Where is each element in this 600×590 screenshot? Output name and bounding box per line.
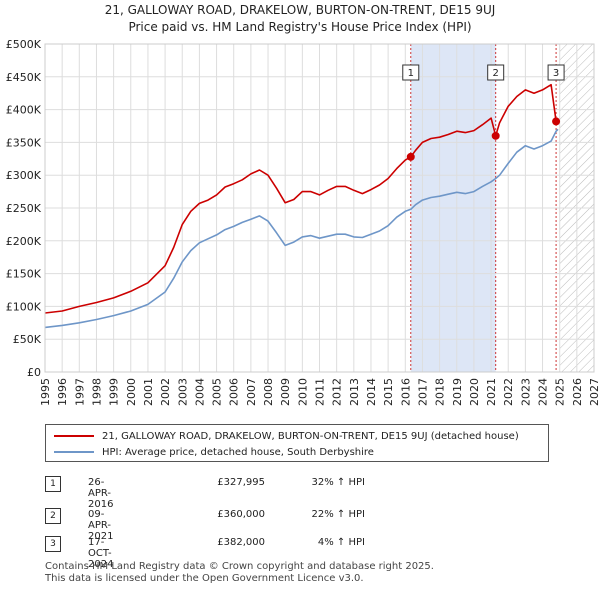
- y-tick-label: £50K: [13, 333, 42, 346]
- legend-swatch-property: [54, 435, 94, 437]
- sale-number-badge: 2: [45, 508, 61, 524]
- y-tick-label: £0: [27, 366, 41, 379]
- sale-price: £327,995: [217, 477, 265, 488]
- y-tick-label: £300K: [6, 169, 42, 182]
- x-tick-label: 2018: [434, 378, 447, 406]
- y-tick-label: £200K: [6, 235, 42, 248]
- sale-hpi-change: 32% ↑ HPI: [311, 477, 365, 488]
- sale-badge-box: [402, 64, 420, 81]
- x-tick-label: 1999: [108, 378, 121, 406]
- x-tick-label: 2004: [193, 378, 206, 406]
- sale-date: 17-OCT-2024: [88, 537, 114, 570]
- sale-date: 09-APR-2021: [88, 509, 114, 542]
- sale-hpi-change: 22% ↑ HPI: [311, 509, 365, 520]
- x-tick-label: 2027: [588, 378, 600, 406]
- x-tick-label: 2024: [537, 378, 550, 406]
- x-tick-label: 2003: [176, 378, 189, 406]
- x-tick-label: 2013: [348, 378, 361, 406]
- x-tick-label: 2000: [125, 378, 138, 406]
- chart-legend: 21, GALLOWAY ROAD, DRAKELOW, BURTON-ON-T…: [45, 424, 549, 462]
- x-tick-label: 1997: [73, 378, 86, 406]
- x-tick-label: 2023: [519, 378, 532, 406]
- x-tick-label: 1998: [90, 378, 103, 406]
- x-tick-label: 2006: [228, 378, 241, 406]
- footer-license: This data is licensed under the Open Gov…: [45, 573, 364, 584]
- x-tick-label: 2016: [399, 378, 412, 406]
- legend-item-hpi: HPI: Average price, detached house, Sout…: [54, 444, 374, 460]
- sale-badge-label: 3: [553, 68, 559, 79]
- legend-label-hpi: HPI: Average price, detached house, Sout…: [102, 446, 374, 458]
- x-tick-label: 2019: [451, 378, 464, 406]
- x-tick-label: 1996: [56, 378, 69, 406]
- y-tick-label: £500K: [6, 38, 42, 51]
- sale-date: 26-APR-2016: [88, 477, 114, 510]
- x-tick-label: 2007: [245, 378, 258, 406]
- x-tick-label: 2017: [416, 378, 429, 406]
- x-tick-label: 2025: [554, 378, 567, 406]
- x-tick-label: 2005: [211, 378, 224, 406]
- sale-number-badge: 3: [45, 536, 61, 552]
- sale-badge-label: 2: [493, 68, 499, 79]
- x-tick-label: 2020: [468, 378, 481, 406]
- x-tick-label: 2009: [279, 378, 292, 406]
- y-tick-label: £400K: [6, 104, 42, 117]
- sale-number-badge: 1: [45, 476, 61, 492]
- hpi-line: [44, 128, 559, 329]
- sale-price: £360,000: [217, 509, 265, 520]
- x-tick-label: 2010: [296, 378, 309, 406]
- y-tick-label: £450K: [6, 71, 42, 84]
- sale-point: [552, 117, 561, 126]
- sale-hpi-change: 4% ↑ HPI: [317, 537, 365, 548]
- legend-item-property: 21, GALLOWAY ROAD, DRAKELOW, BURTON-ON-T…: [54, 428, 519, 444]
- x-tick-label: 2022: [502, 378, 515, 406]
- legend-swatch-hpi: [54, 451, 94, 453]
- legend-label-property: 21, GALLOWAY ROAD, DRAKELOW, BURTON-ON-T…: [102, 430, 519, 442]
- x-tick-label: 2011: [314, 378, 327, 406]
- y-tick-label: £250K: [6, 202, 42, 215]
- x-tick-label: 1995: [39, 378, 52, 406]
- footer-copyright: Contains HM Land Registry data © Crown c…: [45, 561, 434, 572]
- y-tick-label: £100K: [6, 300, 42, 313]
- x-tick-label: 2001: [142, 378, 155, 406]
- x-tick-label: 2002: [159, 378, 172, 406]
- x-tick-label: 2012: [331, 378, 344, 406]
- sale-badge-box: [487, 64, 505, 81]
- sale-point: [491, 131, 500, 140]
- plot-area-border: [44, 43, 595, 373]
- sale-badge-box: [547, 64, 565, 81]
- x-tick-label: 2014: [365, 378, 378, 406]
- sale-price: £382,000: [217, 537, 265, 548]
- x-tick-label: 2021: [485, 378, 498, 406]
- chart-subtitle: Price paid vs. HM Land Registry's House …: [128, 20, 472, 34]
- sale-point: [406, 152, 415, 161]
- y-tick-label: £350K: [6, 136, 42, 149]
- x-tick-label: 2008: [262, 378, 275, 406]
- sale-badge-label: 1: [408, 68, 414, 79]
- x-tick-label: 2026: [571, 378, 584, 406]
- chart-title: 21, GALLOWAY ROAD, DRAKELOW, BURTON-ON-T…: [104, 3, 496, 17]
- x-tick-label: 2015: [382, 378, 395, 406]
- y-tick-label: £150K: [6, 268, 42, 281]
- property-price-line: [44, 83, 559, 314]
- price-chart: 1 2 3 £0 £50K £100K £150K £200K £250K £300K £350K…: [6, 38, 600, 406]
